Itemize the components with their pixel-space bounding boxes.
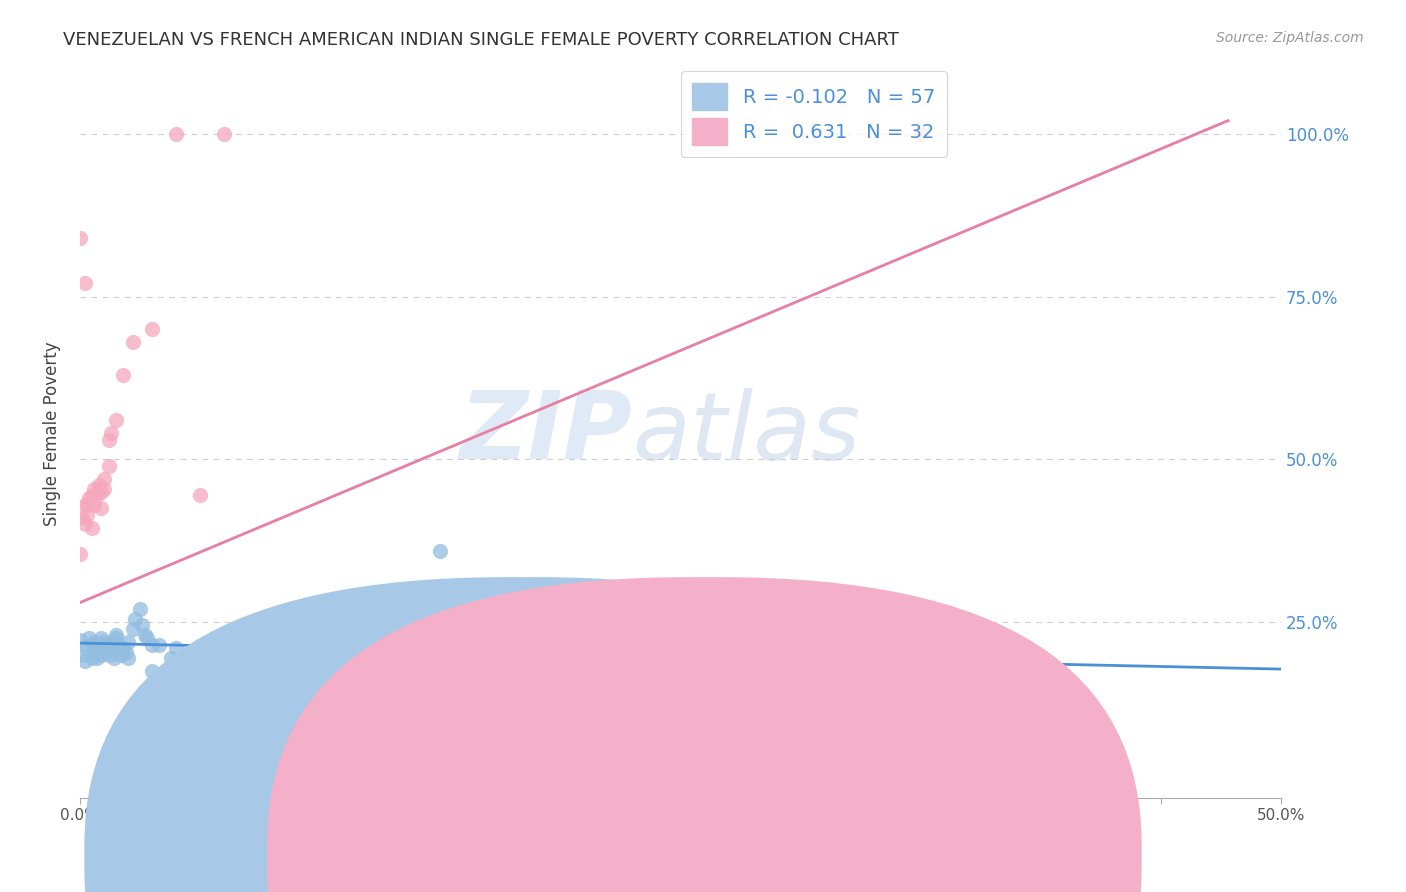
Point [73, 277, 96, 291]
Point [188, 488, 211, 502]
Point [134, 628, 156, 642]
Point [87, 638, 110, 652]
Point [104, 628, 127, 642]
Point [148, 638, 170, 652]
Point [100, 638, 122, 652]
Point [104, 413, 127, 427]
Point [260, 713, 283, 727]
Point [93, 472, 115, 486]
Point [121, 335, 143, 350]
Point [141, 638, 163, 652]
Point [97, 648, 120, 662]
Point [90, 501, 112, 516]
Point [80, 638, 103, 652]
Point [910, 127, 932, 141]
Point [83, 634, 105, 648]
Point [225, 664, 247, 678]
Point [69, 633, 91, 648]
Point [97, 433, 120, 447]
Y-axis label: Single Female Poverty: Single Female Poverty [44, 341, 60, 525]
Point [117, 651, 139, 665]
Text: ZIP: ZIP [460, 387, 633, 479]
Point [86, 651, 108, 665]
Point [165, 661, 187, 675]
Point [117, 634, 139, 648]
Point [124, 612, 146, 626]
Legend: R = -0.102   N = 57, R =  0.631   N = 32: R = -0.102 N = 57, R = 0.631 N = 32 [681, 71, 948, 157]
Point [97, 641, 120, 656]
Point [201, 641, 224, 656]
Text: Venezuelans: Venezuelans [544, 848, 648, 866]
Point [73, 517, 96, 532]
Point [236, 667, 259, 681]
Point [114, 644, 136, 658]
Text: French American Indians: French American Indians [727, 848, 932, 866]
Point [87, 482, 110, 496]
Point [165, 127, 187, 141]
Point [93, 634, 115, 648]
Point [73, 654, 96, 668]
Point [112, 368, 135, 382]
Point [160, 651, 183, 665]
Point [155, 667, 177, 681]
Point [83, 482, 105, 496]
Point [477, 654, 499, 668]
Point [90, 632, 112, 646]
Point [170, 657, 193, 672]
Point [96, 638, 118, 652]
Point [86, 644, 108, 658]
Point [80, 488, 103, 502]
Point [90, 648, 112, 662]
Point [80, 651, 103, 665]
Point [112, 641, 135, 656]
Point [73, 498, 96, 512]
Point [72, 648, 94, 662]
Text: atlas: atlas [633, 388, 860, 479]
Point [103, 651, 125, 665]
Point [69, 547, 91, 561]
Point [87, 478, 110, 492]
Point [357, 687, 380, 701]
Point [76, 498, 98, 512]
Point [93, 482, 115, 496]
Point [273, 683, 295, 698]
Point [110, 648, 132, 662]
Point [69, 231, 91, 245]
Point [260, 638, 283, 652]
Point [79, 491, 101, 506]
Point [141, 664, 163, 678]
Point [188, 648, 211, 662]
Point [72, 511, 94, 525]
Point [90, 484, 112, 499]
Point [97, 458, 120, 473]
Point [981, 664, 1004, 678]
Point [107, 638, 129, 652]
Point [80, 521, 103, 535]
Point [131, 618, 153, 632]
Point [93, 641, 115, 656]
Point [212, 677, 235, 691]
Point [212, 127, 235, 141]
Text: Source: ZipAtlas.com: Source: ZipAtlas.com [1216, 31, 1364, 45]
Point [76, 508, 98, 522]
Point [121, 622, 143, 636]
Point [309, 671, 332, 685]
Point [100, 634, 122, 648]
Point [86, 488, 108, 502]
Point [76, 641, 98, 656]
Text: VENEZUELAN VS FRENCH AMERICAN INDIAN SINGLE FEMALE POVERTY CORRELATION CHART: VENEZUELAN VS FRENCH AMERICAN INDIAN SIN… [63, 31, 900, 49]
Point [429, 543, 451, 558]
Point [83, 498, 105, 512]
Point [165, 641, 187, 656]
Point [100, 426, 122, 441]
Point [153, 677, 176, 691]
Point [141, 322, 163, 336]
Point [129, 602, 152, 616]
Point [177, 657, 200, 672]
Point [79, 632, 101, 646]
Point [136, 632, 159, 646]
Point [104, 632, 127, 646]
